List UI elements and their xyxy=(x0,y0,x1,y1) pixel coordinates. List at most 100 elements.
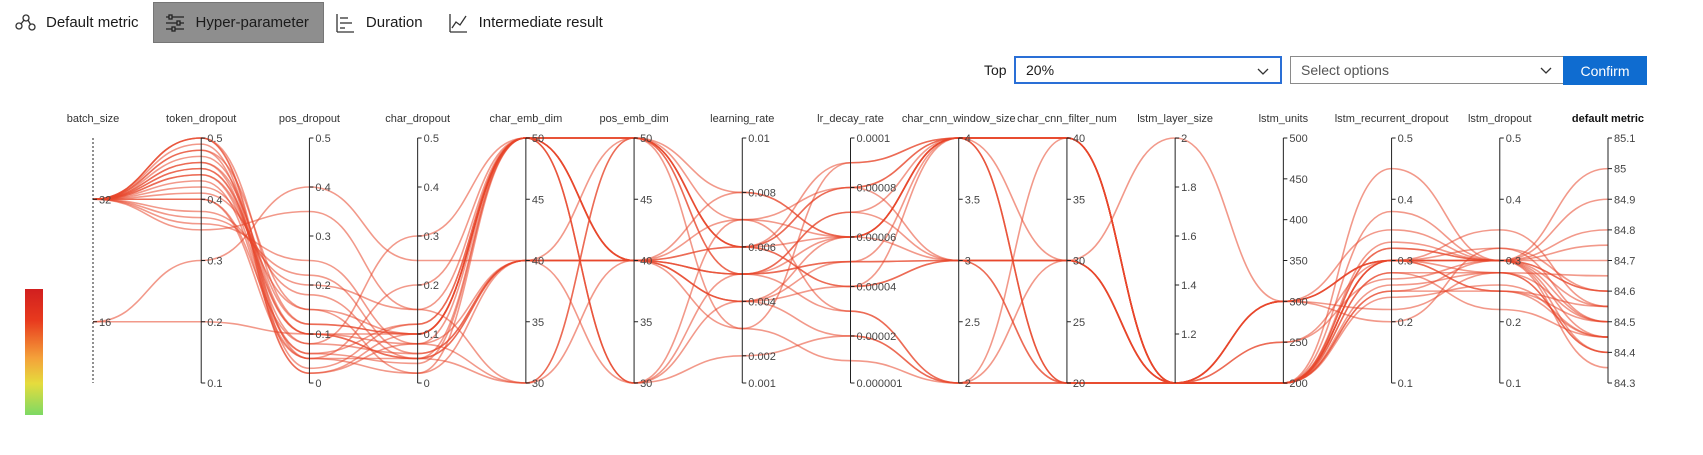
tick-label: 45 xyxy=(532,194,544,206)
tick-label: 0.4 xyxy=(1398,194,1413,206)
trial-line[interactable] xyxy=(92,137,1609,384)
chevron-down-icon xyxy=(1540,67,1552,74)
tick-label: 3.5 xyxy=(965,194,980,206)
axis-char-cnn-window-size[interactable]: char_cnn_window_size 4 3.5 3 2.5 2 xyxy=(902,113,1016,390)
axis-title: char_cnn_filter_num xyxy=(1017,113,1117,125)
tick-label: 0.2 xyxy=(1506,317,1521,329)
tick-label: 0.006 xyxy=(748,242,776,254)
tick-label: 0.1 xyxy=(1398,378,1413,390)
axis-title: token_dropout xyxy=(166,113,236,125)
tick-label: 1.8 xyxy=(1181,182,1196,194)
tick-label: 30 xyxy=(640,378,652,390)
color-scale-bar xyxy=(25,289,43,415)
tick-label: 50 xyxy=(532,133,544,145)
tick-label: 0.2 xyxy=(1398,317,1413,329)
tick-label: 0.00002 xyxy=(857,331,897,343)
axis-token-dropout[interactable]: token_dropout 0.5 0.4 0.3 0.2 0.1 xyxy=(166,113,236,390)
tick-label: 4 xyxy=(965,133,971,145)
tick-label: 300 xyxy=(1289,296,1307,308)
tick-label: 0.01 xyxy=(748,133,769,145)
axis-title: pos_emb_dim xyxy=(600,113,669,125)
tab-label: Duration xyxy=(365,14,423,31)
trial-line[interactable] xyxy=(92,137,1609,384)
tick-label: 50 xyxy=(640,133,652,145)
tick-label: 0 xyxy=(315,378,321,390)
chevron-down-icon xyxy=(1257,68,1269,75)
axis-pos-dropout[interactable]: pos_dropout 0.5 0.4 0.3 0.2 0.1 0 xyxy=(279,113,340,390)
tick-label: 500 xyxy=(1289,133,1307,145)
tab-duration[interactable]: Duration xyxy=(324,2,437,43)
tick-label: 0.2 xyxy=(207,317,222,329)
tick-label: 0.008 xyxy=(748,187,776,199)
tick-label: 0.001 xyxy=(748,378,776,390)
axis-title: char_cnn_window_size xyxy=(902,113,1016,125)
axis-learning-rate[interactable]: learning_rate 0.01 0.008 0.006 0.004 0.002 0.0… xyxy=(710,113,776,390)
top-percent-value: 20% xyxy=(1026,62,1055,78)
trial-line[interactable] xyxy=(92,198,1609,384)
tick-label: 84.9 xyxy=(1614,194,1635,206)
trial-line[interactable] xyxy=(92,137,1609,384)
tick-label: 250 xyxy=(1289,337,1307,349)
axis-lr-decay-rate[interactable]: lr_decay_rate 0.0001 0.00008 0.00006 0.00004… xyxy=(817,113,902,390)
tick-label: 0.5 xyxy=(1398,133,1413,145)
tick-label: 0.4 xyxy=(1506,194,1521,206)
confirm-button[interactable]: Confirm xyxy=(1563,56,1647,85)
tick-label: 0.5 xyxy=(315,133,330,145)
tick-label: 200 xyxy=(1289,378,1307,390)
axis-char-emb-dim[interactable]: char_emb_dim 50 45 40 35 30 xyxy=(489,113,562,390)
hyper-parameter-icon xyxy=(164,12,186,34)
tick-label: 16 xyxy=(99,317,111,329)
tick-label: 30 xyxy=(532,378,544,390)
tick-label: 84.7 xyxy=(1614,256,1635,268)
tick-label: 0.3 xyxy=(1506,256,1521,268)
tick-label: 0.1 xyxy=(207,378,222,390)
tick-label: 40 xyxy=(1073,133,1085,145)
tick-label: 0.2 xyxy=(424,280,439,292)
tick-label: 0.1 xyxy=(424,329,439,341)
top-percent-select[interactable]: 20% xyxy=(1014,56,1282,84)
tick-label: 85 xyxy=(1614,164,1626,176)
axis-pos-emb-dim[interactable]: pos_emb_dim 50 45 40 35 30 xyxy=(600,113,669,390)
axis-lstm-dropout[interactable]: lstm_dropout 0.5 0.4 0.3 0.2 0.1 xyxy=(1468,113,1532,390)
view-tabs: Default metric Hyper-parameter Duration … xyxy=(4,2,617,43)
tick-label: 350 xyxy=(1289,256,1307,268)
options-placeholder: Select options xyxy=(1301,62,1389,78)
options-select[interactable]: Select options xyxy=(1290,56,1564,84)
axis-batch-size[interactable]: batch_size 32 16 xyxy=(67,113,120,383)
tab-intermediate-result[interactable]: Intermediate result xyxy=(437,2,617,43)
tab-default-metric[interactable]: Default metric xyxy=(4,2,153,43)
tick-label: 0.3 xyxy=(1398,256,1413,268)
axis-title: lstm_layer_size xyxy=(1137,113,1213,125)
tick-label: 0.0001 xyxy=(857,133,891,145)
tick-label: 35 xyxy=(532,317,544,329)
tick-label: 0.4 xyxy=(424,182,439,194)
tick-label: 35 xyxy=(640,317,652,329)
tick-label: 25 xyxy=(1073,317,1085,329)
tick-label: 0.5 xyxy=(424,133,439,145)
tab-label: Default metric xyxy=(46,14,139,31)
top-label: Top xyxy=(984,62,1007,78)
axis-lstm-recurrent-dropout[interactable]: lstm_recurrent_dropout 0.5 0.4 0.3 0.2 0.1 xyxy=(1335,113,1449,390)
tick-label: 0.1 xyxy=(315,329,330,341)
tab-hyper-parameter[interactable]: Hyper-parameter xyxy=(152,2,324,43)
tick-label: 45 xyxy=(640,194,652,206)
tick-label: 3 xyxy=(965,256,971,268)
tick-label: 1.4 xyxy=(1181,280,1196,292)
axis-lstm-units[interactable]: lstm_units 500 450 400 350 300 250 200 xyxy=(1259,113,1309,390)
tick-label: 0.4 xyxy=(207,194,222,206)
tick-label: 40 xyxy=(640,256,652,268)
axis-char-dropout[interactable]: char_dropout 0.5 0.4 0.3 0.2 0.1 0 xyxy=(385,113,450,390)
intermediate-result-icon xyxy=(447,12,469,34)
trial-line[interactable] xyxy=(92,137,1609,384)
axis-char-cnn-filter-num[interactable]: char_cnn_filter_num 40 35 30 25 20 xyxy=(1017,113,1117,390)
axis-default-metric[interactable]: default metric 85.1 85 84.9 84.8 84.7 84.6 84.5… xyxy=(1572,113,1644,390)
default-metric-icon xyxy=(14,12,36,34)
trial-line[interactable] xyxy=(92,137,1609,384)
tick-label: 2 xyxy=(965,378,971,390)
axis-lstm-layer-size[interactable]: lstm_layer_size 2 1.8 1.6 1.4 1.2 xyxy=(1137,113,1213,383)
tick-label: 0.002 xyxy=(748,351,776,363)
tick-label: 85.1 xyxy=(1614,133,1635,145)
tick-label: 0.00008 xyxy=(857,182,897,194)
tick-label: 30 xyxy=(1073,256,1085,268)
